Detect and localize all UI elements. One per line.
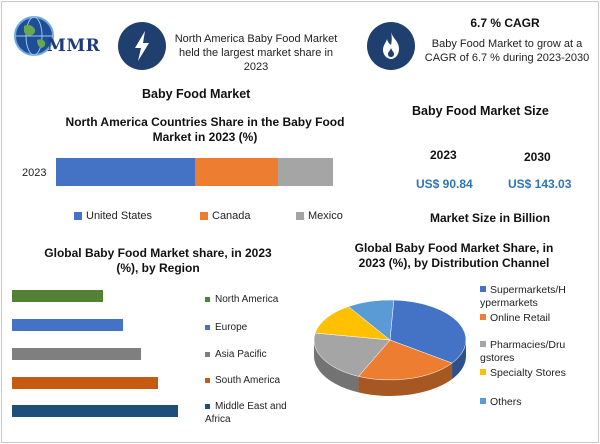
- legend-label: Europe: [215, 322, 248, 333]
- legend-label: Supermarkets/H ypermarkets: [480, 284, 566, 309]
- region-legend-item: Asia Pacific: [205, 348, 300, 361]
- legend-swatch: [480, 314, 486, 320]
- legend-label: Others: [490, 396, 522, 408]
- legend-swatch: [480, 398, 486, 404]
- region-legend-item: South America: [205, 374, 300, 387]
- legend-label: Specialty Stores: [490, 367, 566, 379]
- legend-swatch: [480, 341, 486, 347]
- region-legend-item: Europe: [205, 321, 300, 334]
- legend-bullet: [205, 296, 210, 302]
- legend-swatch: [480, 369, 486, 375]
- legend-swatch: [74, 212, 82, 221]
- main-title: Baby Food Market: [142, 87, 251, 101]
- pie-slice-online-retail: [358, 339, 453, 381]
- pie-legend-item: Specialty Stores: [480, 367, 592, 380]
- chart1-title: North America Countries Share in the Bab…: [65, 115, 345, 144]
- legend-label: Canada: [212, 210, 251, 222]
- legend-label: South America: [215, 375, 281, 386]
- flame-icon: [367, 22, 415, 70]
- stack-segment-mexico: [277, 158, 333, 186]
- region-bar-asia-pacific: [12, 348, 142, 360]
- legend-swatch: [296, 212, 304, 221]
- legend-label: Middle East and Africa: [205, 401, 287, 425]
- legend-bullet: [205, 403, 210, 409]
- cagr-text: Baby Food Market to grow at a CAGR of 6.…: [424, 38, 590, 64]
- region-bar-south-america: [12, 377, 159, 389]
- year-2023: 2023: [430, 148, 457, 162]
- legend-label: Mexico: [308, 210, 343, 222]
- pie-legend-item: Supermarkets/H ypermarkets: [480, 284, 592, 310]
- chart3-pie: [313, 299, 467, 396]
- value-2030: US$ 143.03: [508, 177, 572, 191]
- chart1-category-label: 2023: [22, 167, 47, 179]
- legend-label: Asia Pacific: [215, 349, 267, 360]
- lightning-bolt-icon: [118, 22, 166, 70]
- chart2-title: Global Baby Food Market share, in 2023 (…: [44, 246, 272, 275]
- logo: MMR: [47, 36, 101, 56]
- value-2023: US$ 90.84: [416, 177, 473, 191]
- pie-legend-item: Online Retail: [480, 312, 592, 325]
- pie-wall-online-retail: [358, 363, 453, 396]
- pie-legend-item: Pharmacies/Dru gstores: [480, 339, 592, 365]
- chart3-legend: Supermarkets/H ypermarkets Online Retail P…: [480, 284, 592, 414]
- region-bar-europe: [12, 319, 124, 331]
- legend-item-united-states: United States: [74, 210, 152, 222]
- region-bar-north-america: [12, 290, 104, 302]
- globe-icon: [14, 16, 54, 56]
- pie-slice-supermarkets-hypermarkets: [389, 299, 467, 364]
- chart2-legend: North America Europe Asia Pacific South Ame…: [205, 293, 300, 433]
- market-size-footer: Market Size in Billion: [430, 211, 551, 225]
- legend-bullet: [205, 324, 210, 330]
- legend-label: Online Retail: [490, 312, 551, 324]
- legend-bullet: [205, 351, 210, 357]
- pie-legend-item: Others: [480, 396, 592, 409]
- chart1-legend: United States Canada Mexico: [74, 210, 364, 224]
- pie-slice-pharmacies-drugstores: [313, 332, 391, 377]
- legend-label: Pharmacies/Dru gstores: [480, 339, 566, 364]
- legend-label: North America: [215, 294, 279, 305]
- region-bar-middle-east-and-africa: [12, 405, 178, 417]
- pie-slice-others: [347, 299, 395, 341]
- region-legend-item: Middle East and Africa: [205, 400, 300, 426]
- header-box1-text: North America Baby Food Market held the …: [174, 33, 338, 73]
- pie-slice-specialty-stores: [314, 306, 391, 341]
- legend-item-mexico: Mexico: [296, 210, 343, 222]
- stack-segment-united-states: [56, 158, 195, 186]
- legend-item-canada: Canada: [200, 210, 251, 222]
- year-2030: 2030: [524, 150, 551, 164]
- region-legend-item: North America: [205, 293, 300, 306]
- legend-swatch: [200, 212, 208, 221]
- chart1-stacked-bar: [56, 158, 333, 186]
- legend-label: United States: [86, 210, 153, 222]
- legend-bullet: [205, 377, 210, 383]
- cagr-title: 6.7 % CAGR: [470, 16, 540, 30]
- legend-swatch: [480, 286, 486, 292]
- stack-segment-canada: [194, 158, 278, 186]
- pie-wall-supermarkets-hypermarkets: [452, 340, 466, 380]
- chart2-bars: [12, 280, 192, 430]
- pie-wall-pharmacies-drugstores: [314, 340, 359, 393]
- market-size-title: Baby Food Market Size: [412, 104, 549, 118]
- chart3-title: Global Baby Food Market Share, in 2023 (…: [354, 241, 554, 270]
